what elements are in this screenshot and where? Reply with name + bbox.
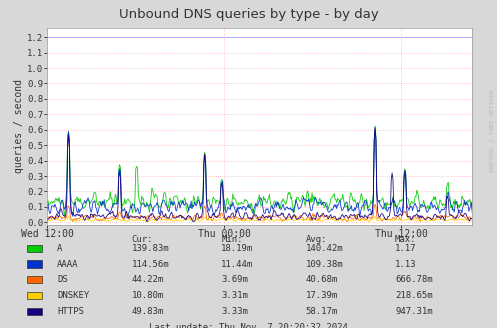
Text: 1.13: 1.13 (395, 259, 416, 269)
Text: Last update: Thu Nov  7 20:20:32 2024: Last update: Thu Nov 7 20:20:32 2024 (149, 323, 348, 328)
Y-axis label: queries / second: queries / second (14, 79, 24, 173)
Text: 44.22m: 44.22m (132, 275, 164, 284)
Text: 49.83m: 49.83m (132, 307, 164, 316)
Text: 58.17m: 58.17m (306, 307, 338, 316)
Text: 109.38m: 109.38m (306, 259, 343, 269)
Text: Cur:: Cur: (132, 235, 153, 243)
Text: Min:: Min: (221, 235, 243, 243)
Text: 1.17: 1.17 (395, 244, 416, 253)
Text: RRDTOOL / TOBI OETIKER: RRDTOOL / TOBI OETIKER (490, 90, 495, 173)
Text: 17.39m: 17.39m (306, 291, 338, 300)
Text: 947.31m: 947.31m (395, 307, 433, 316)
Text: 10.80m: 10.80m (132, 291, 164, 300)
Text: A: A (57, 244, 63, 253)
Text: 18.19m: 18.19m (221, 244, 253, 253)
Text: AAAA: AAAA (57, 259, 79, 269)
Text: 3.31m: 3.31m (221, 291, 248, 300)
Text: 3.69m: 3.69m (221, 275, 248, 284)
Text: 140.42m: 140.42m (306, 244, 343, 253)
Text: 666.78m: 666.78m (395, 275, 433, 284)
Text: 3.33m: 3.33m (221, 307, 248, 316)
Text: Max:: Max: (395, 235, 416, 243)
Text: 114.56m: 114.56m (132, 259, 169, 269)
Text: Avg:: Avg: (306, 235, 327, 243)
Text: HTTPS: HTTPS (57, 307, 84, 316)
Text: 218.65m: 218.65m (395, 291, 433, 300)
Text: 139.83m: 139.83m (132, 244, 169, 253)
Text: Unbound DNS queries by type - by day: Unbound DNS queries by type - by day (119, 8, 378, 21)
Text: 11.44m: 11.44m (221, 259, 253, 269)
Text: DNSKEY: DNSKEY (57, 291, 89, 300)
Text: DS: DS (57, 275, 68, 284)
Text: 40.68m: 40.68m (306, 275, 338, 284)
